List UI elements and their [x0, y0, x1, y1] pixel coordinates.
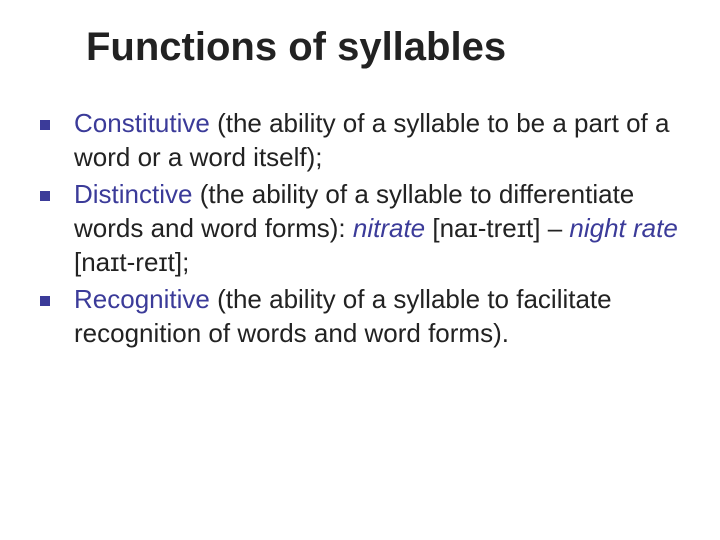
list-item: Distinctive (the ability of a syllable t… [34, 177, 680, 280]
phonetic-text: [naɪ-treɪt] – [425, 213, 569, 243]
example-text: night rate [569, 213, 677, 243]
term-text: Constitutive [74, 108, 210, 138]
example-text: nitrate [353, 213, 425, 243]
bullet-icon [40, 191, 50, 201]
term-text: Distinctive [74, 179, 192, 209]
list-item: Recognitive (the ability of a syllable t… [34, 282, 680, 351]
slide-title: Functions of syllables [86, 24, 692, 70]
phonetic-text: [naɪt-reɪt]; [74, 247, 189, 277]
list-item: Constitutive (the ability of a syllable … [34, 106, 680, 175]
bullet-list: Constitutive (the ability of a syllable … [28, 106, 692, 350]
slide: Functions of syllables Constitutive (the… [0, 0, 720, 540]
bullet-icon [40, 120, 50, 130]
term-text: Recognitive [74, 284, 210, 314]
bullet-icon [40, 296, 50, 306]
